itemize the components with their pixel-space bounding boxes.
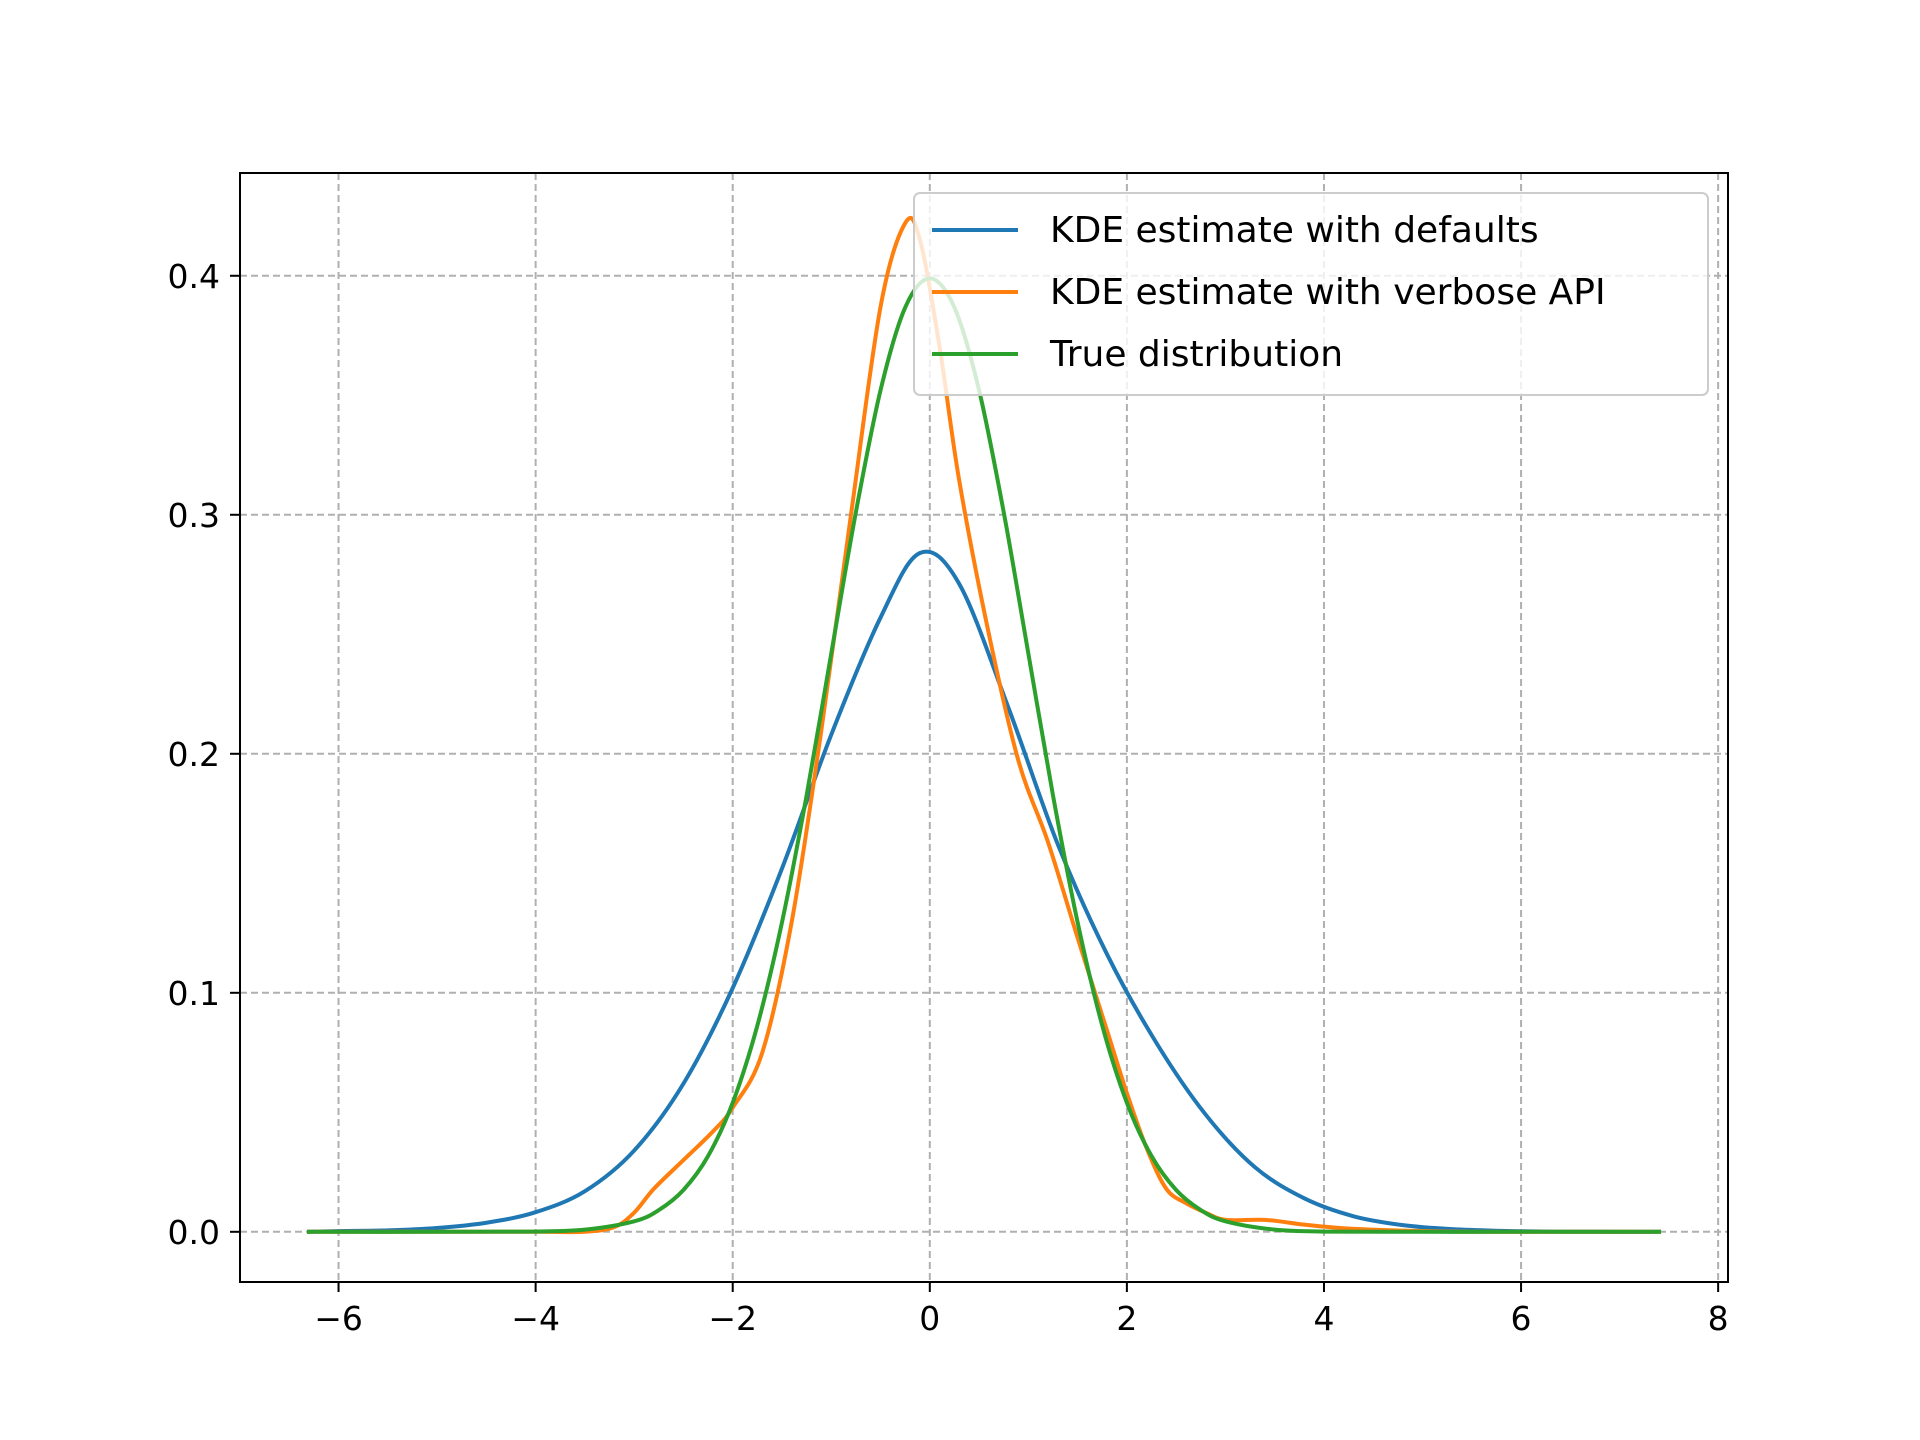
x-tick-label: 6 [1511,1299,1532,1338]
legend-box [913,192,1709,396]
x-tick-label: 8 [1708,1299,1729,1338]
legend-label-kde-defaults: KDE estimate with defaults [1050,210,1539,251]
y-tick-label: 0.2 [168,735,220,774]
y-tick-label: 0.3 [168,496,220,535]
x-tick-label: −4 [511,1299,560,1338]
y-tick-label: 0.4 [168,257,220,296]
axes-frame [239,172,1729,1283]
x-tick-label: 0 [919,1299,940,1338]
x-tick-label: 2 [1116,1299,1137,1338]
x-axis: −6 −4 −2 0 2 4 6 8 [314,1282,1729,1338]
x-tick-label: −2 [708,1299,757,1338]
y-tick-label: 0.1 [168,974,220,1013]
y-axis: 0.0 0.1 0.2 0.3 0.4 [168,257,240,1252]
x-tick-label: −6 [314,1299,363,1338]
x-tick-label: 4 [1313,1299,1334,1338]
legend-label-kde-verbose: KDE estimate with verbose API [1050,272,1606,313]
legend: KDE estimate with defaults KDE estimate … [913,192,1709,396]
legend-label-true-distribution: True distribution [1049,334,1343,375]
y-tick-label: 0.0 [168,1213,220,1252]
series-line-kde-defaults [306,549,1662,1234]
